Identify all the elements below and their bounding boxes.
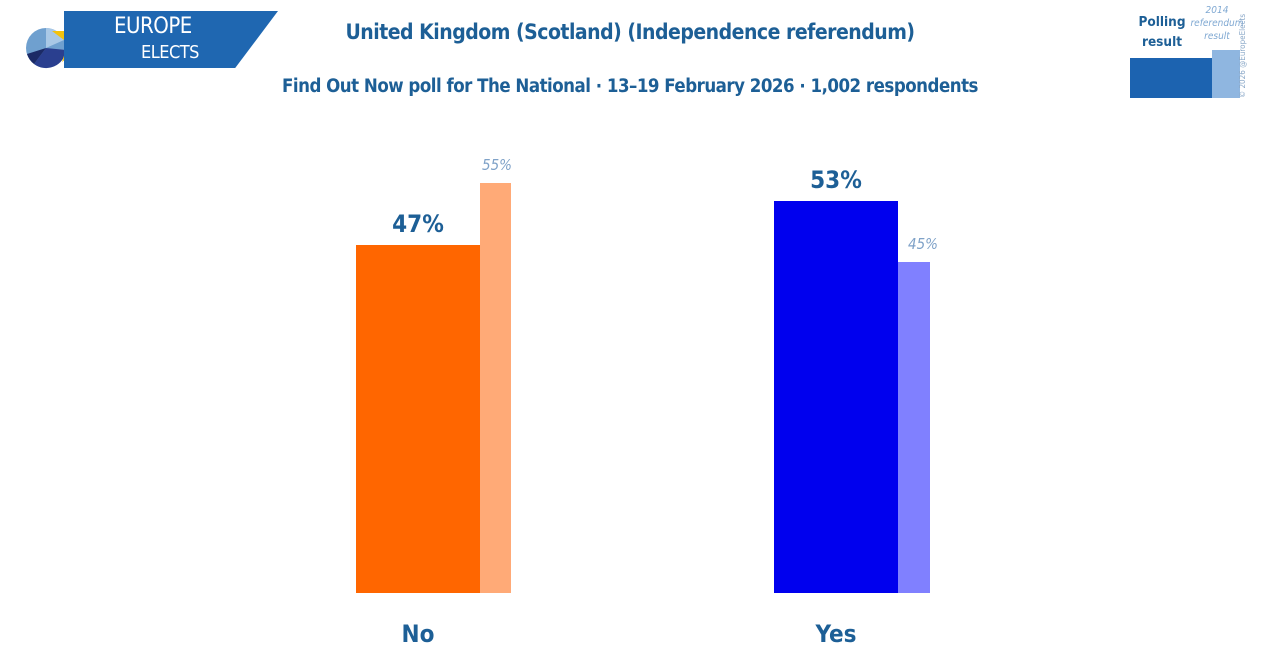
legend-polling-label: Polling result [1138,14,1186,50]
logo-text-elects: ELECTS [141,42,199,63]
chart-title: United Kingdom (Scotland) (Independence … [345,20,915,44]
bar-no-reference [480,183,511,593]
legend-polling-swatch [1130,58,1212,98]
pie-chart-icon [26,28,66,69]
logo-text-europe: EUROPE [114,14,192,39]
europe-elects-logo: EUROPE ELECTS [24,10,280,70]
value-no-poll: 47% [392,210,444,238]
legend-reference-swatch [1212,50,1240,98]
bar-yes-poll [774,201,898,593]
bar-yes-reference [898,262,930,593]
copyright-text: © 2026 @EuropeElects [1238,13,1247,98]
logo-band [64,11,278,68]
category-label-yes: Yes [815,620,857,648]
legend-reference-label: 2014 referendum result [1190,5,1244,42]
legend: 2014 referendum result Polling result [1128,4,1268,104]
category-label-no: No [401,620,435,648]
chart-subtitle: Find Out Now poll for The National · 13–… [282,76,978,97]
value-no-reference: 55% [482,156,512,174]
value-yes-poll: 53% [810,166,862,194]
value-yes-reference: 45% [908,235,938,253]
bar-no-poll [356,245,480,593]
